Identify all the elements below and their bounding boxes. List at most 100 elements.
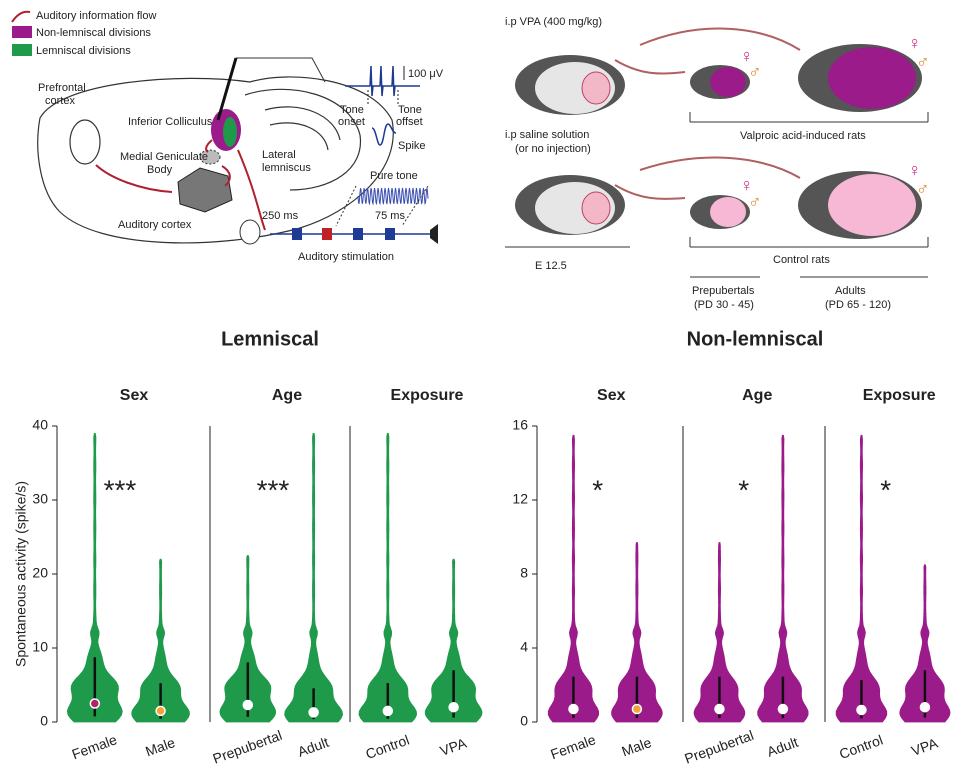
x-tick-label: Male	[619, 734, 653, 759]
female-symbol: ♀	[740, 46, 754, 66]
recording-label: Tone	[398, 104, 422, 116]
x-tick-label: VPA	[438, 734, 469, 758]
stim-pulses	[292, 228, 395, 240]
speaker	[430, 224, 438, 244]
female-symbol: ♀	[908, 33, 922, 53]
y-tick-label: 0	[40, 713, 48, 729]
violin	[693, 542, 746, 723]
brain-label: Auditory cortex	[118, 219, 192, 231]
significance: *	[738, 474, 749, 505]
y-tick-label: 12	[512, 491, 528, 507]
x-tick-label: Female	[70, 731, 120, 762]
brain-label: lemniscus	[262, 162, 311, 174]
violin	[358, 433, 418, 723]
design-label: i.p VPA (400 mg/kg)	[505, 16, 602, 28]
x-tick-label: VPA	[909, 734, 940, 758]
median	[856, 704, 867, 716]
y-tick-label: 4	[520, 639, 528, 655]
legend-label: Lemniscal divisions	[36, 45, 131, 57]
recording-label: Auditory stimulation	[298, 251, 394, 263]
trace	[345, 65, 420, 97]
median	[382, 705, 394, 717]
y-tick-label: 8	[520, 565, 528, 581]
violin	[131, 558, 190, 723]
lemniscal-division	[223, 117, 237, 147]
group-title: Lemniscal	[221, 328, 319, 350]
median	[448, 701, 459, 713]
recording-label: 250 ms	[262, 210, 299, 222]
median	[631, 703, 643, 715]
y-axis-label: Spontaneous activity (spike/s)	[13, 481, 29, 667]
brain-label: Prefrontal	[38, 82, 86, 94]
ear	[239, 219, 261, 245]
median	[568, 703, 579, 715]
median	[919, 701, 931, 713]
brain-label: Body	[147, 164, 173, 176]
brain-label: Lateral	[262, 149, 296, 161]
legend-label: Auditory information flow	[36, 10, 156, 22]
median	[714, 703, 725, 715]
median	[242, 699, 254, 711]
wire	[236, 57, 326, 83]
median	[155, 705, 166, 717]
x-tick-label: Male	[143, 734, 177, 759]
significance: ***	[104, 474, 137, 505]
male-symbol: ♂	[748, 192, 762, 212]
mgb	[199, 149, 221, 165]
brain-drawing	[37, 76, 394, 244]
female-symbol: ♀	[908, 160, 922, 180]
violin	[835, 434, 888, 723]
design-label: Control rats	[773, 254, 830, 266]
recording-label: Tone	[340, 104, 364, 116]
design-label: (PD 30 - 45)	[694, 299, 754, 311]
x-tick-label: Female	[548, 731, 598, 762]
sex-symbols: ♀ ♂ ♀ ♂ ♀ ♂ ♀ ♂	[740, 33, 930, 212]
median	[89, 698, 101, 709]
x-tick-label: Prepubertal	[682, 727, 755, 767]
auditory-cortex	[177, 167, 233, 213]
panel-title: Exposure	[391, 387, 464, 404]
y-tick-label: 10	[32, 639, 48, 655]
female-symbol: ♀	[740, 175, 754, 195]
significance: *	[880, 474, 891, 505]
recording-label: 100 μV	[408, 68, 444, 80]
y-tick-label: 20	[32, 565, 48, 581]
flow-arrows	[95, 139, 266, 231]
brackets	[505, 112, 929, 278]
legend-label: Non-lemniscal divisions	[36, 27, 151, 39]
legend-arrow	[11, 10, 31, 23]
zoom-line	[335, 185, 357, 227]
male-symbol: ♂	[916, 52, 930, 72]
x-tick-label: Adult	[295, 734, 331, 760]
significance: ***	[257, 474, 290, 505]
y-tick-label: 30	[32, 491, 48, 507]
recording-label: Pure tone	[370, 170, 418, 182]
violin	[424, 558, 483, 723]
design-arrows	[614, 27, 801, 200]
brain-label: Inferior Colliculus	[128, 116, 213, 128]
design-label: (PD 65 - 120)	[825, 299, 891, 311]
male-symbol: ♂	[916, 179, 930, 199]
panel-title: Age	[272, 387, 302, 404]
pure-tone	[357, 187, 429, 206]
violin	[547, 434, 599, 723]
recording-label: offset	[396, 116, 423, 128]
y-tick-label: 0	[520, 713, 528, 729]
y-tick-label: 40	[32, 417, 48, 433]
significance: *	[592, 474, 603, 505]
male-symbol: ♂	[748, 62, 762, 82]
violin	[611, 542, 663, 723]
electrode	[216, 57, 238, 121]
median	[777, 703, 789, 715]
brain-label: Medial Geniculate	[120, 151, 208, 163]
violin	[219, 555, 277, 723]
legend-swatch	[12, 26, 32, 38]
median	[308, 707, 319, 718]
panel-title: Exposure	[863, 387, 936, 404]
rats	[515, 44, 922, 239]
group-title: Non-lemniscal	[687, 328, 824, 350]
recording-label: Spike	[398, 140, 426, 152]
y-tick-label: 16	[512, 417, 528, 433]
panel-title: Sex	[597, 387, 626, 404]
